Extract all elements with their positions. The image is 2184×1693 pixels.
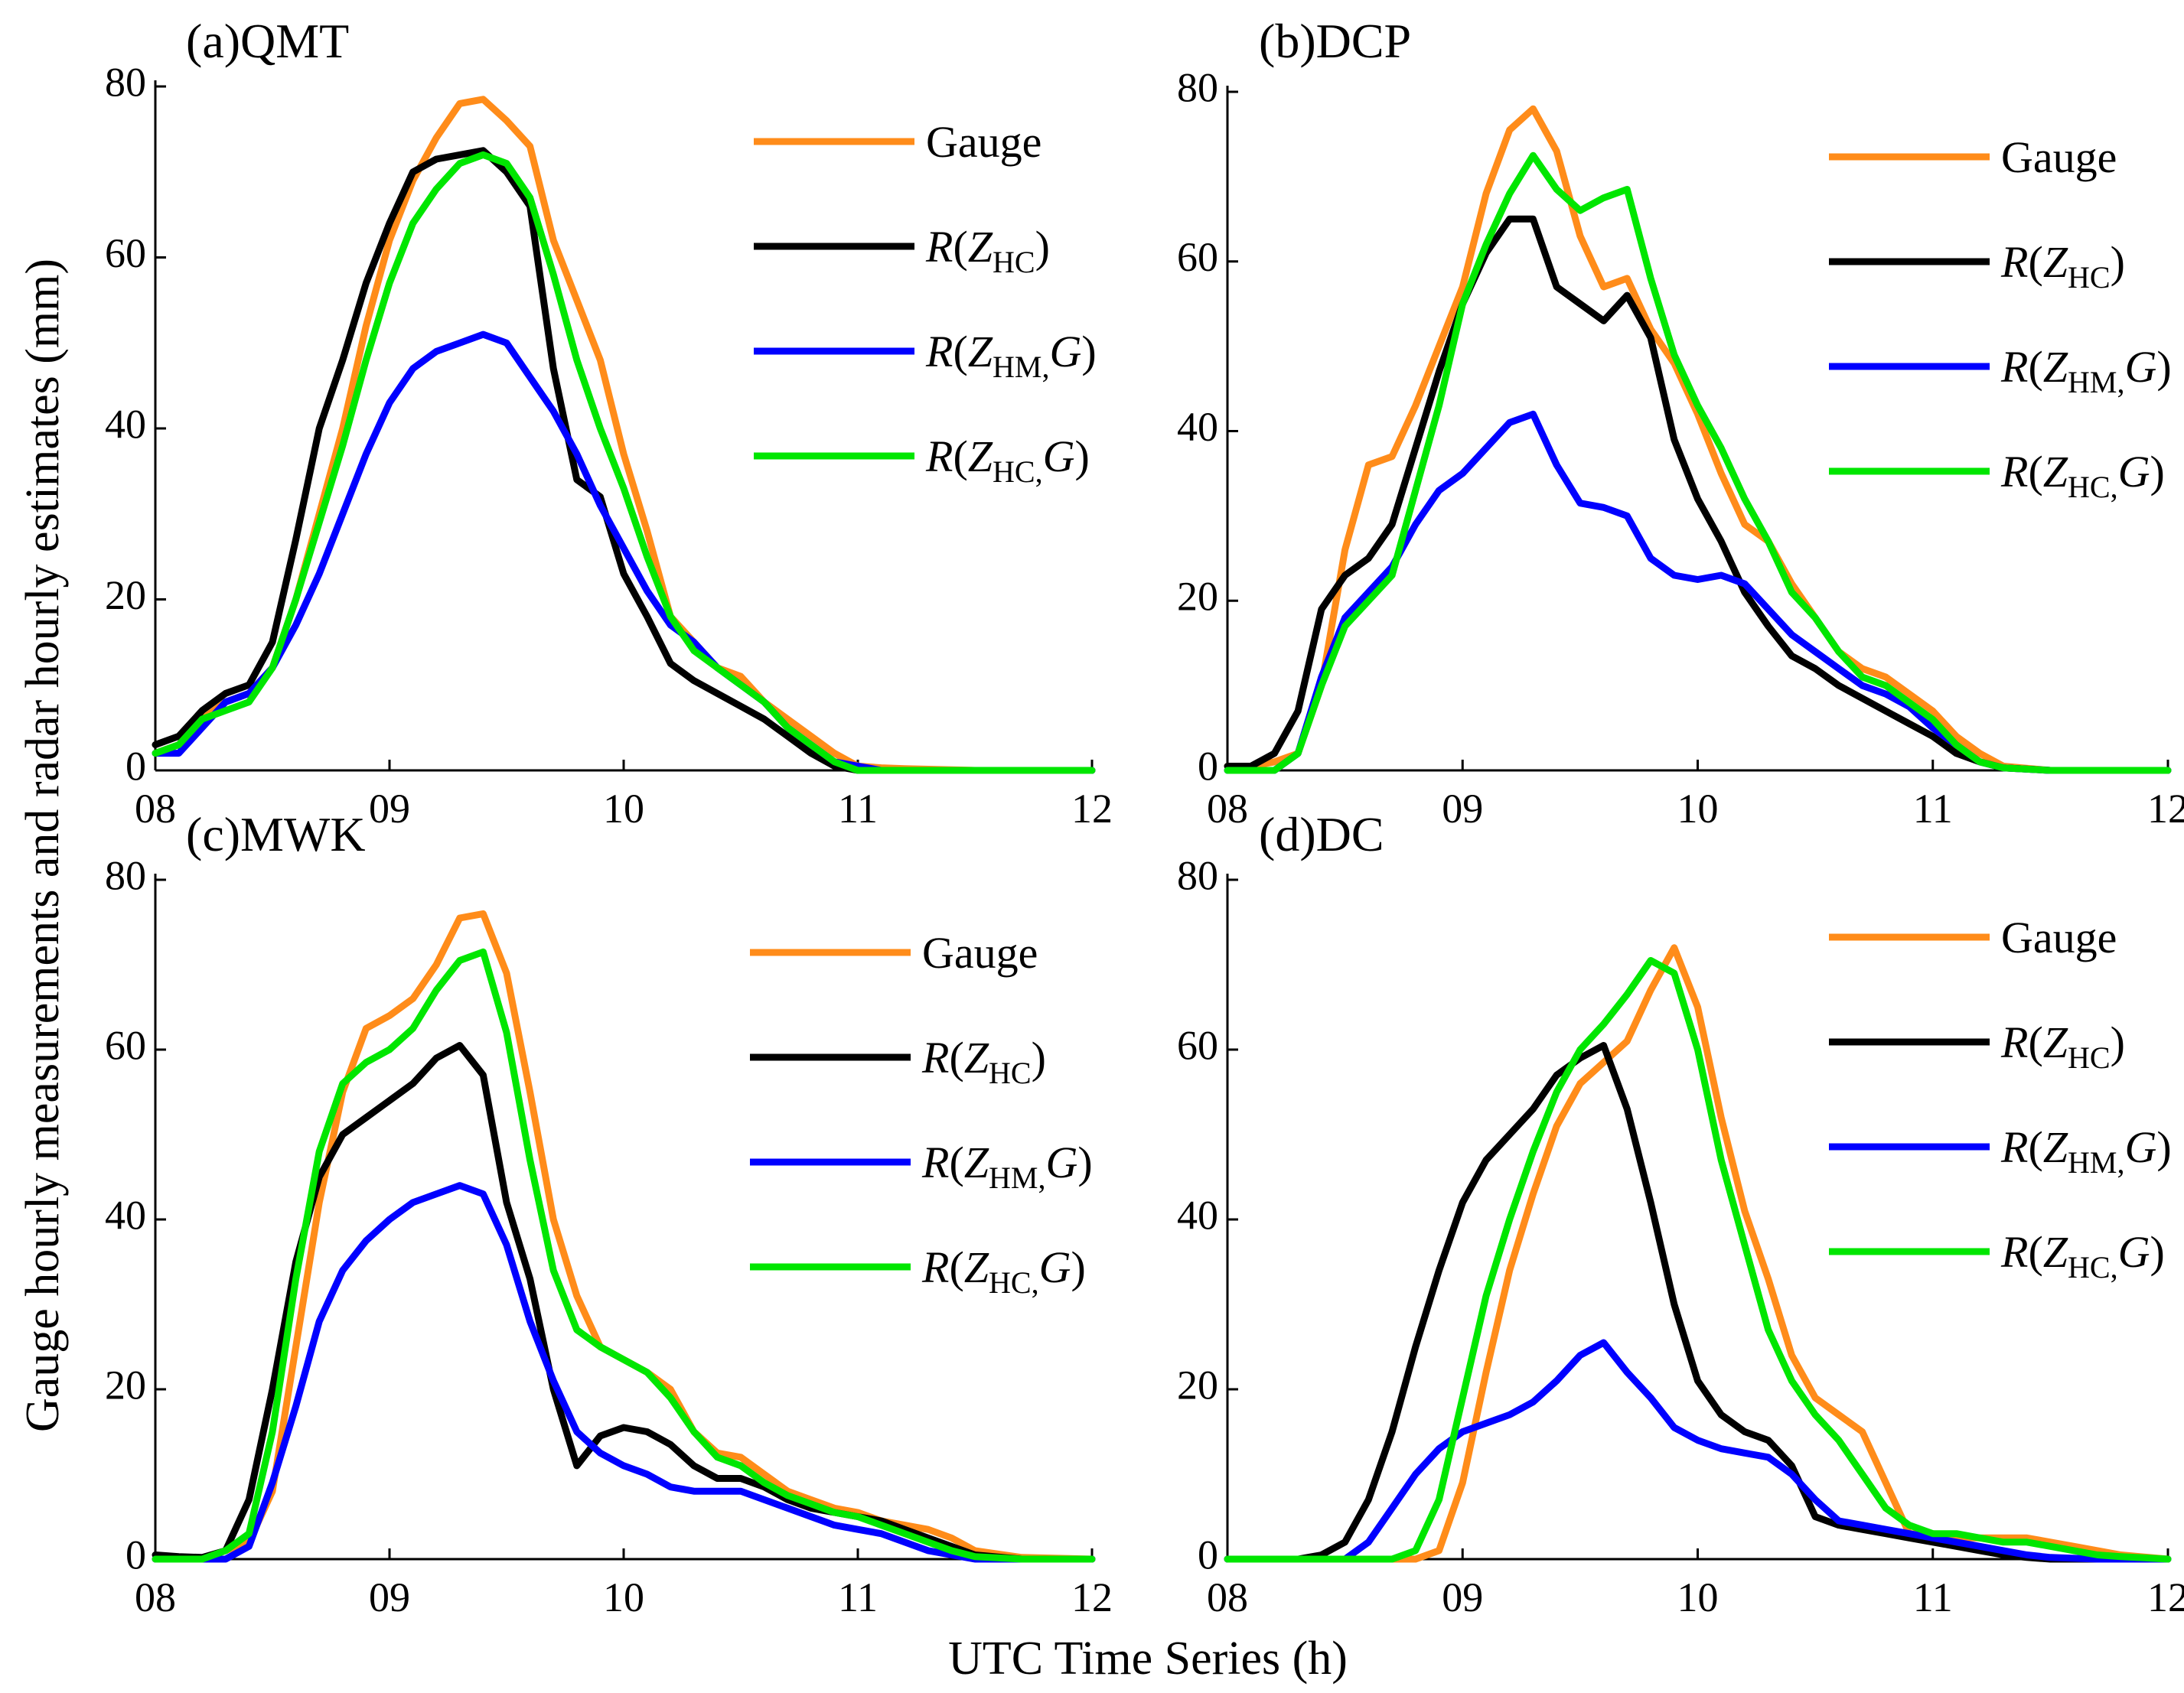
x-axis-label: UTC Time Series (h) — [948, 1633, 1348, 1685]
y-tick-label: 80 — [1177, 64, 1218, 110]
legend: Gauge R(ZHC) R(ZHM,G) R(ZHC,G) — [754, 117, 1097, 489]
chart-panel: (c)MWK 0 20 40 60 80 08 09 10 11 12 Gauge R(ZHC) R(ZH… — [105, 807, 1113, 1620]
x-tick-label: 08 — [135, 786, 176, 832]
series-line-r-zhc-g — [152, 948, 1096, 1563]
series-line-r-zhm-g — [1224, 410, 2172, 774]
chart-panel: (d)DC 0 20 40 60 80 08 09 10 11 12 Gauge R(ZHC) R(ZHM… — [1177, 807, 2184, 1620]
x-tick-label: 08 — [135, 1574, 176, 1620]
x-tick-label: 09 — [1442, 786, 1483, 832]
legend-label: R(ZHC,G) — [921, 1242, 1086, 1300]
x-tick-label: 10 — [603, 1574, 644, 1620]
y-tick-label: 80 — [1177, 852, 1218, 898]
y-tick-label: 60 — [1177, 234, 1218, 280]
series-line-r-zhc — [1224, 1042, 2172, 1563]
series-line-gauge — [1224, 944, 2172, 1563]
legend-label: R(ZHM,G) — [921, 1138, 1093, 1195]
panels: (a)QMT 0 20 40 60 80 08 09 10 11 12 Gauge R(ZHC) R(ZH… — [105, 14, 2184, 1620]
legend-label: Gauge — [922, 928, 1038, 978]
x-tick-label: 12 — [2147, 786, 2184, 832]
x-tick-label: 08 — [1207, 786, 1248, 832]
y-tick-label: 40 — [1177, 1192, 1218, 1238]
x-tick-label: 12 — [1071, 1574, 1113, 1620]
y-tick-label: 40 — [1177, 404, 1218, 450]
x-tick-label: 12 — [2147, 1574, 2184, 1620]
chart-panel: (a)QMT 0 20 40 60 80 08 09 10 11 12 Gauge R(ZHC) R(ZH… — [105, 14, 1113, 832]
legend-label: R(ZHC,G) — [2000, 1227, 2165, 1284]
y-tick-label: 0 — [125, 1532, 146, 1577]
series-line-r-zhc — [152, 1042, 1096, 1563]
x-tick-label: 08 — [1207, 1574, 1248, 1620]
series-line-r-zhc-g — [1224, 151, 2172, 774]
y-tick-label: 60 — [105, 1022, 146, 1068]
x-tick-label: 11 — [1913, 1574, 1953, 1620]
series-line-r-zhc — [152, 147, 1096, 774]
legend-label: Gauge — [2001, 913, 2117, 962]
x-tick-label: 10 — [1677, 1574, 1719, 1620]
y-tick-label: 80 — [105, 852, 146, 898]
y-tick-label: 20 — [1177, 574, 1218, 620]
legend-label: R(ZHC,G) — [2000, 447, 2165, 504]
panel-title: (d)DC — [1259, 807, 1384, 861]
legend: Gauge R(ZHC) R(ZHM,G) R(ZHC,G) — [1829, 132, 2172, 504]
y-tick-label: 20 — [105, 1362, 146, 1408]
x-tick-label: 11 — [1913, 786, 1953, 832]
series-line-r-zhm-g — [152, 1182, 1096, 1563]
x-tick-label: 09 — [1442, 1574, 1483, 1620]
legend: Gauge R(ZHC) R(ZHM,G) R(ZHC,G) — [750, 928, 1093, 1300]
x-tick-label: 11 — [838, 786, 878, 832]
legend-label: R(ZHC) — [2000, 237, 2125, 295]
series-line-gauge — [1224, 105, 2172, 774]
x-tick-label: 09 — [369, 786, 410, 832]
y-axis-label: Gauge hourly measurements and radar hour… — [17, 259, 69, 1432]
panel-title: (c)MWK — [186, 807, 366, 861]
y-tick-label: 0 — [1198, 1532, 1218, 1577]
series-line-r-zhc-g — [152, 151, 1096, 774]
legend-label: R(ZHM,G) — [925, 327, 1097, 384]
legend-label: R(ZHC) — [921, 1033, 1046, 1090]
y-tick-label: 60 — [1177, 1022, 1218, 1068]
x-tick-label: 10 — [1677, 786, 1719, 832]
y-tick-label: 80 — [105, 59, 146, 105]
legend: Gauge R(ZHC) R(ZHM,G) R(ZHC,G) — [1829, 913, 2172, 1284]
legend-label: R(ZHM,G) — [2000, 1122, 2172, 1180]
y-tick-label: 20 — [105, 572, 146, 618]
y-tick-label: 40 — [105, 401, 146, 447]
legend-label: R(ZHC) — [2000, 1017, 2125, 1075]
x-tick-label: 09 — [369, 1574, 410, 1620]
y-tick-label: 40 — [105, 1192, 146, 1238]
legend-label: Gauge — [2001, 132, 2117, 182]
x-tick-label: 12 — [1071, 786, 1113, 832]
chart-panel: (b)DCP 0 20 40 60 80 08 09 10 11 12 Gauge R(ZHC) R(ZH… — [1177, 14, 2184, 832]
x-tick-label: 11 — [838, 1574, 878, 1620]
y-tick-label: 60 — [105, 230, 146, 276]
y-tick-label: 0 — [1198, 743, 1218, 789]
panel-title: (a)QMT — [186, 14, 349, 68]
legend-label: R(ZHM,G) — [2000, 342, 2172, 399]
panel-title: (b)DCP — [1259, 14, 1411, 68]
series-line-r-zhc — [1224, 215, 2172, 774]
y-tick-label: 0 — [125, 743, 146, 789]
y-tick-label: 20 — [1177, 1362, 1218, 1408]
x-tick-label: 10 — [603, 786, 644, 832]
legend-label: R(ZHC) — [925, 222, 1050, 279]
legend-label: Gauge — [926, 117, 1041, 167]
series-line-r-zhc-g — [1224, 957, 2172, 1563]
legend-label: R(ZHC,G) — [925, 431, 1090, 489]
